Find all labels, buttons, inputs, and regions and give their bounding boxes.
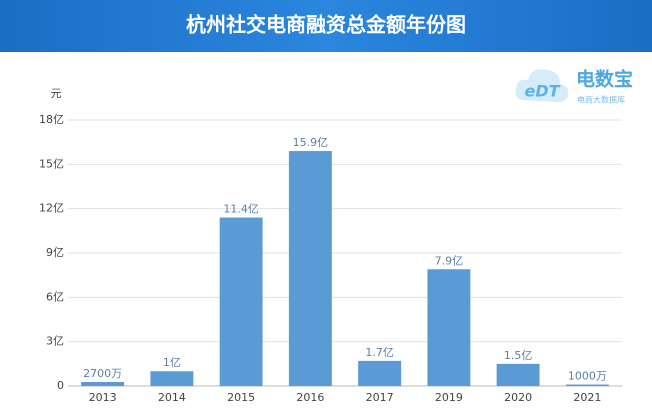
x-tick-label: 2013 <box>89 391 117 404</box>
y-tick-label: 12亿 <box>39 202 64 215</box>
y-tick-label: 15亿 <box>39 157 64 170</box>
value-label: 11.4亿 <box>223 203 259 216</box>
value-label: 15.9亿 <box>293 136 329 149</box>
x-tick-label: 2019 <box>435 391 463 404</box>
y-tick-label: 0 <box>57 379 64 392</box>
title-banner <box>0 0 652 52</box>
bar <box>496 363 540 386</box>
y-tick-label: 6亿 <box>46 290 64 303</box>
bar <box>288 151 332 386</box>
y-axis-label: 元 <box>51 87 62 100</box>
chart-title: 杭州社交电商融资总金额年份图 <box>186 13 466 37</box>
value-label: 2700万 <box>83 367 122 380</box>
x-tick-label: 2021 <box>573 391 601 404</box>
bar <box>358 360 402 386</box>
x-tick-label: 2016 <box>296 391 324 404</box>
y-tick-label: 18亿 <box>39 113 64 126</box>
value-label: 1000万 <box>568 370 607 383</box>
value-label: 1亿 <box>163 356 181 369</box>
y-tick-label: 9亿 <box>46 246 64 259</box>
bar <box>81 382 125 386</box>
bar <box>219 217 263 386</box>
bar <box>565 384 609 386</box>
x-tick-label: 2015 <box>227 391 255 404</box>
value-label: 7.9亿 <box>435 254 464 267</box>
value-label: 1.7亿 <box>365 346 394 359</box>
logo: eDT 电数宝 电商大数据库 <box>515 68 633 105</box>
bar <box>150 371 194 386</box>
logo-cloud <box>515 69 569 102</box>
x-tick-label: 2020 <box>504 391 532 404</box>
bar <box>427 269 471 386</box>
logo-name: 电数宝 <box>576 68 633 91</box>
logo-tagline: 电商大数据库 <box>577 95 625 105</box>
y-tick-label: 3亿 <box>46 335 64 348</box>
x-tick-label: 2017 <box>366 391 394 404</box>
value-label: 1.5亿 <box>504 349 533 362</box>
logo-mark: eDT <box>524 82 560 101</box>
x-tick-label: 2014 <box>158 391 186 404</box>
